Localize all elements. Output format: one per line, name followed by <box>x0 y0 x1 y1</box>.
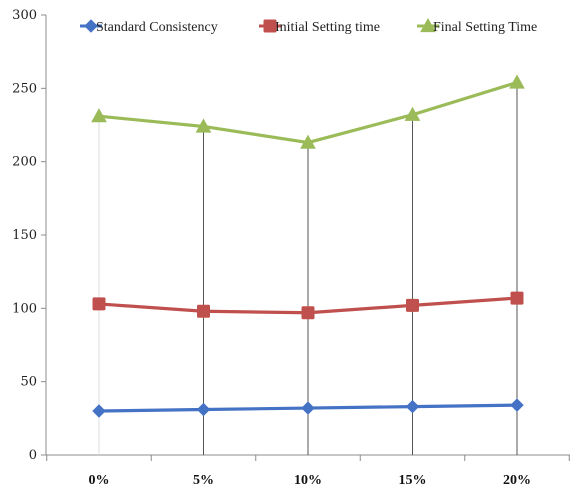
legend-label: Initial Setting time <box>275 20 380 35</box>
data-point <box>301 306 315 320</box>
y-tick-label: 300 <box>12 8 37 23</box>
axes: 0 50 100 150 200 250 300 0% 5% 10% 15% 20% <box>12 8 570 488</box>
data-point <box>91 108 107 123</box>
x-tick-label: 0% <box>89 473 110 488</box>
legend-marker <box>84 19 98 33</box>
legend-label: Final Setting Time <box>433 20 537 35</box>
x-tick-label: 5% <box>193 473 214 488</box>
data-point <box>301 401 315 415</box>
data-point <box>92 297 106 311</box>
legend-label: Standard Consistency <box>96 20 218 35</box>
y-tick-label: 100 <box>12 301 37 316</box>
y-tick-label: 250 <box>12 81 37 96</box>
legend: Standard Consistency Initial Setting time… <box>80 17 537 35</box>
legend-item: Standard Consistency <box>80 19 218 35</box>
data-point <box>92 404 106 418</box>
data-point <box>195 118 212 133</box>
data-point <box>510 398 524 412</box>
y-tick-label: 50 <box>20 375 37 390</box>
data-point <box>406 298 419 312</box>
series-standard-consistency <box>92 398 524 418</box>
x-tick-label: 15% <box>399 473 427 488</box>
x-tick-label: 10% <box>294 473 322 488</box>
y-tick-label: 150 <box>12 228 37 243</box>
data-point <box>404 106 421 121</box>
series-initial-setting-time <box>92 291 524 320</box>
series-lines <box>91 74 525 418</box>
y-tick-label: 200 <box>12 155 37 170</box>
data-point <box>510 291 524 305</box>
data-point <box>509 74 525 89</box>
data-point <box>300 134 316 149</box>
legend-item: Final Setting Time <box>417 17 537 35</box>
legend-item: Initial Setting time <box>259 19 380 35</box>
x-tick-label: 20% <box>503 473 531 488</box>
data-point <box>197 304 210 318</box>
series-line <box>98 80 518 145</box>
data-point <box>196 402 211 417</box>
y-tick-label: 0 <box>29 448 37 463</box>
legend-marker <box>263 19 277 33</box>
legend-marker <box>420 17 436 33</box>
data-point <box>405 399 420 414</box>
series-final-setting-time <box>91 74 525 149</box>
